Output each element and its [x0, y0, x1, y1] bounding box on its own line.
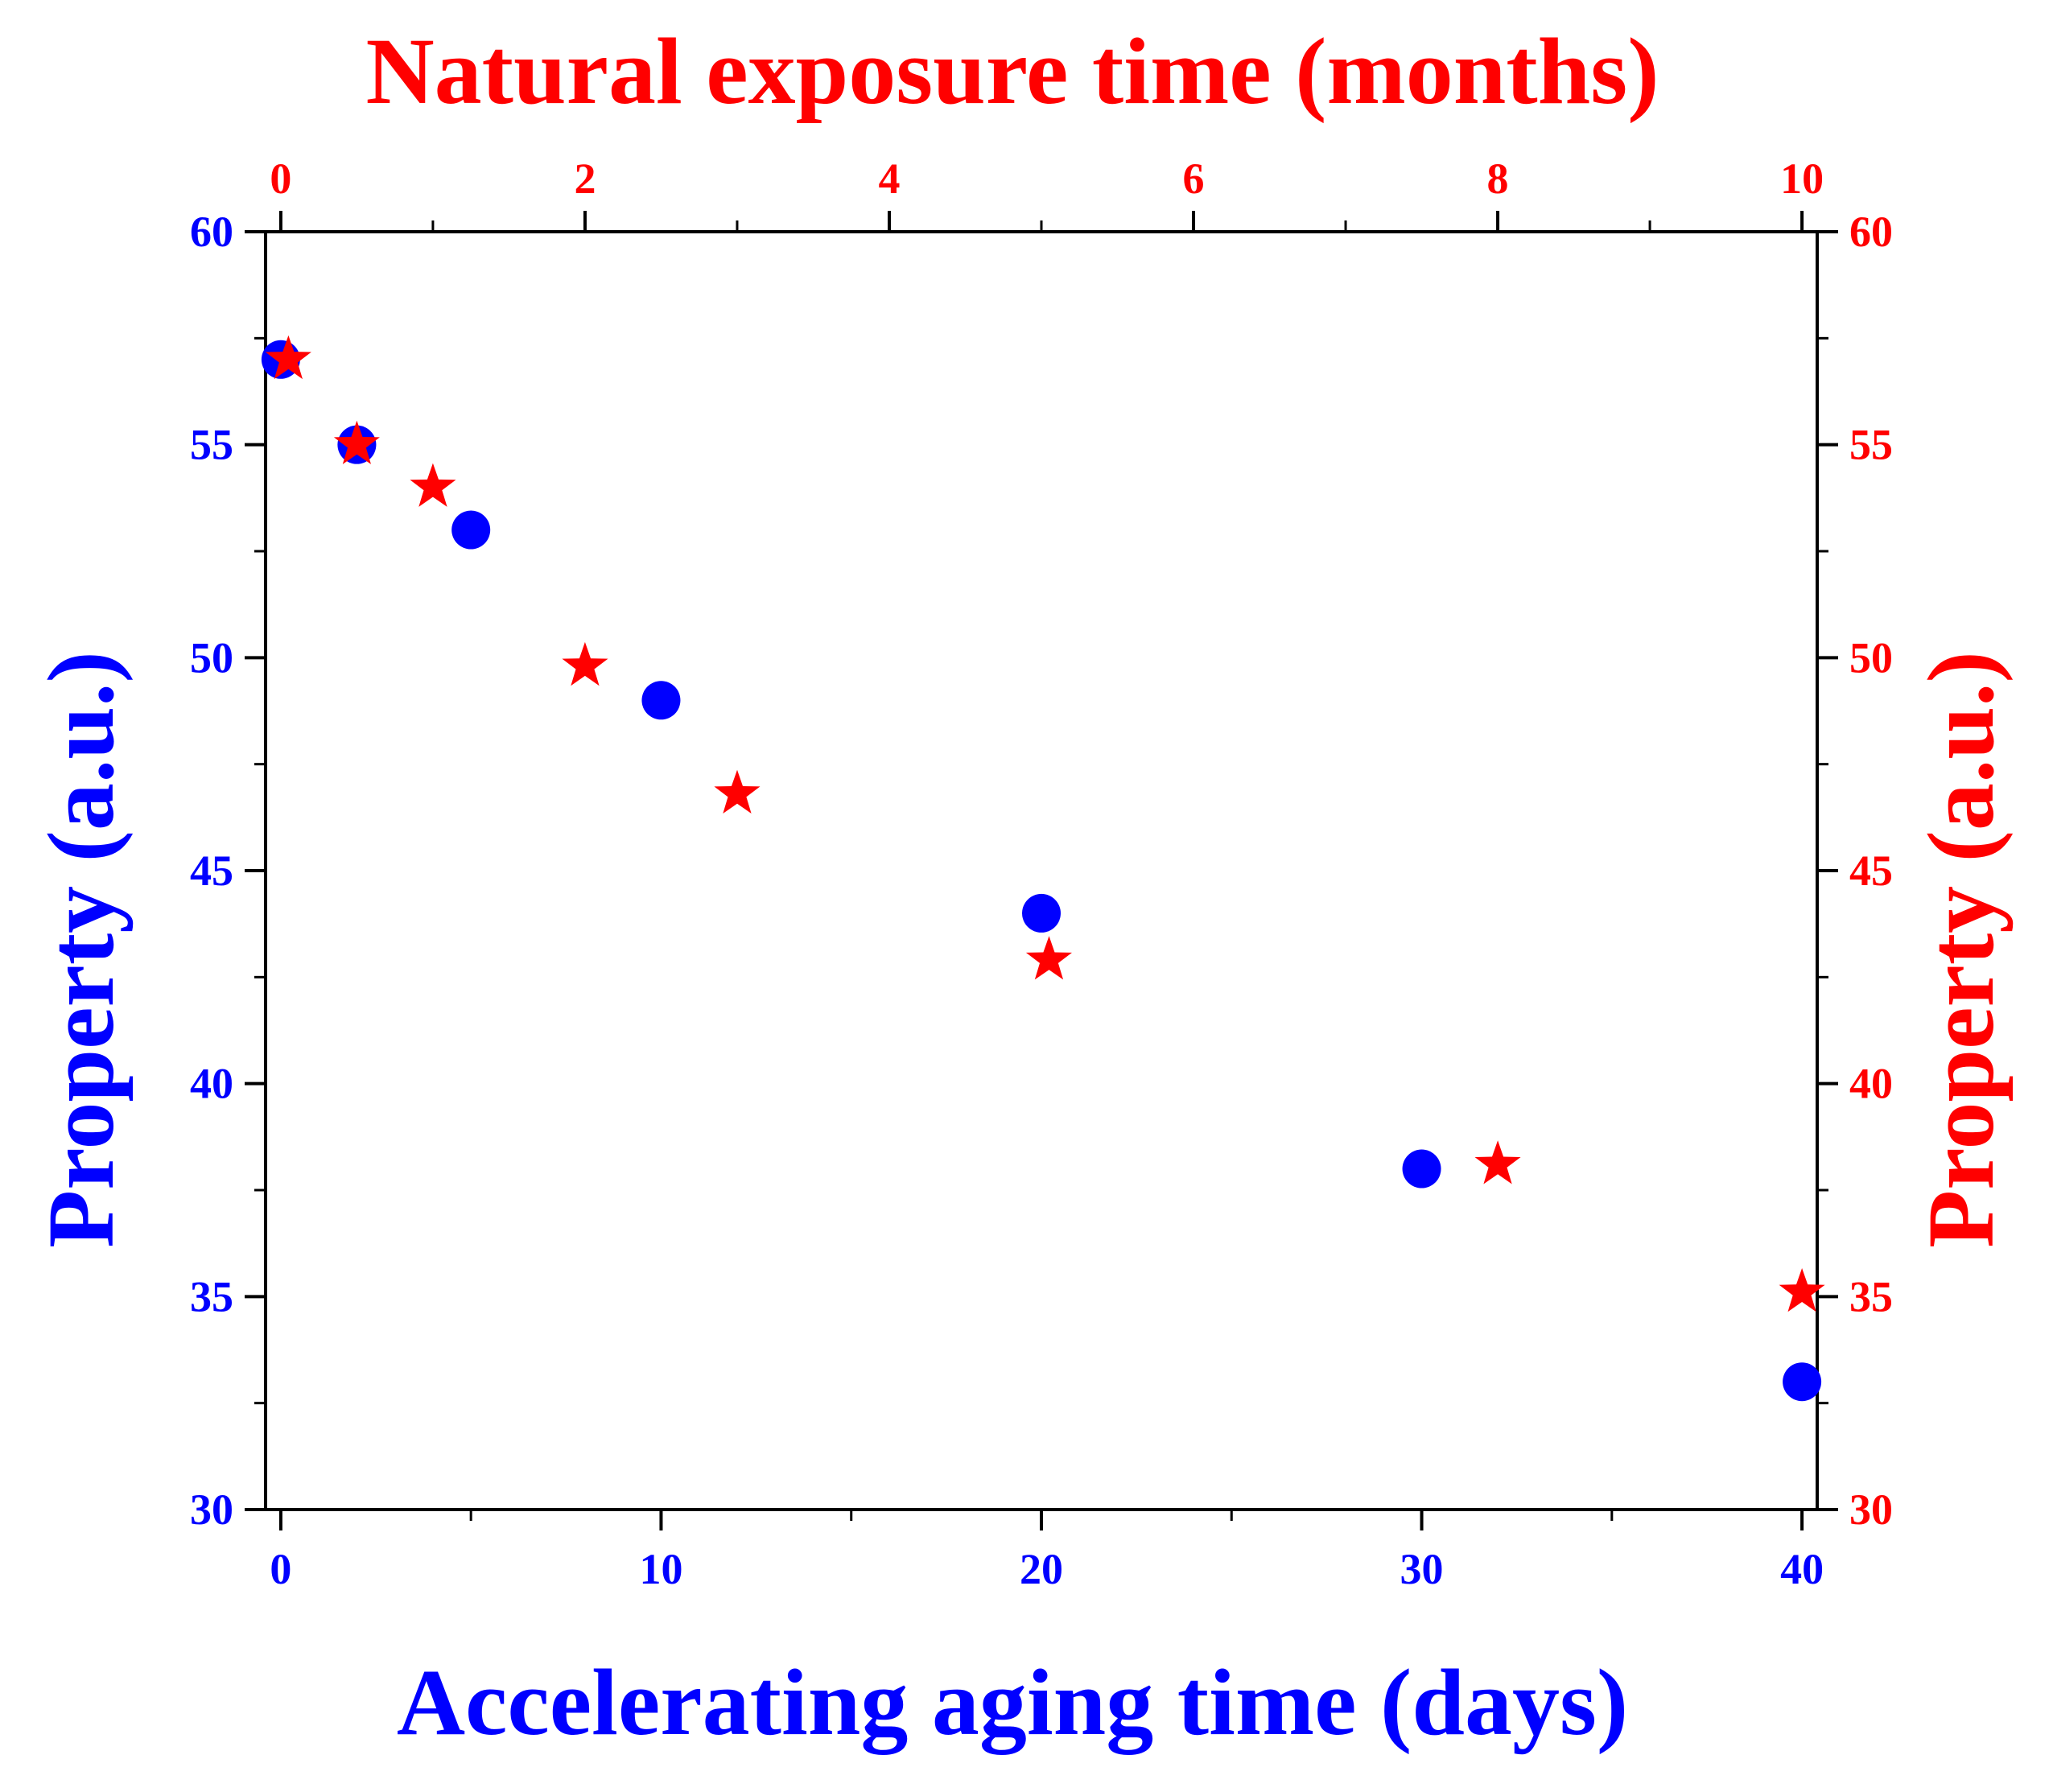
bottom-tick-label: 0: [270, 1545, 291, 1593]
left-tick-label: 45: [190, 847, 233, 895]
left-tick-label: 55: [190, 421, 233, 469]
right-tick-label: 55: [1849, 421, 1893, 469]
top-tick-label: 10: [1780, 154, 1824, 203]
top-tick-label: 6: [1183, 154, 1205, 203]
top-tick-label: 4: [878, 154, 900, 203]
accelerated-aging-point: [641, 681, 681, 720]
right-tick-label: 60: [1849, 208, 1893, 256]
bottom-axis-title: Accelerating aging time (days): [397, 1650, 1628, 1755]
natural-exposure-point: [714, 769, 761, 814]
right-tick-label: 50: [1849, 633, 1893, 682]
right-axis-title: Property (a.u.): [1908, 651, 2014, 1248]
accelerated-aging-point: [451, 510, 491, 550]
right-tick-label: 35: [1849, 1272, 1893, 1320]
accelerated-aging-point: [1783, 1362, 1822, 1402]
right-tick-label: 40: [1849, 1060, 1893, 1108]
left-tick-label: 60: [190, 208, 233, 256]
left-tick-label: 40: [190, 1060, 233, 1108]
top-axis-title: Natural exposure time (months): [365, 19, 1659, 124]
left-tick-label: 30: [190, 1485, 233, 1534]
natural-exposure-point: [1779, 1268, 1825, 1312]
accelerated-aging-point: [1402, 1149, 1441, 1188]
bottom-tick-label: 40: [1780, 1545, 1824, 1593]
bottom-tick-label: 10: [639, 1545, 682, 1593]
bottom-tick-label: 20: [1020, 1545, 1063, 1593]
bottom-tick-label: 30: [1400, 1545, 1444, 1593]
natural-exposure-point: [562, 641, 608, 686]
accelerated-aging-point: [1022, 893, 1061, 933]
left-tick-label: 35: [190, 1272, 233, 1320]
natural-exposure-point: [265, 335, 311, 380]
left-tick-label: 50: [190, 633, 233, 682]
left-axis-title: Property (a.u.): [28, 651, 134, 1248]
right-tick-label: 30: [1849, 1485, 1893, 1534]
top-tick-label: 2: [574, 154, 596, 203]
natural-exposure-point: [1474, 1140, 1521, 1184]
natural-exposure-point: [1025, 936, 1072, 980]
plot-frame: [264, 230, 1819, 1511]
top-tick-label: 0: [270, 154, 291, 203]
natural-exposure-point: [333, 420, 380, 464]
right-tick-label: 45: [1849, 847, 1893, 895]
natural-exposure-point: [410, 463, 456, 507]
top-tick-label: 8: [1487, 154, 1509, 203]
